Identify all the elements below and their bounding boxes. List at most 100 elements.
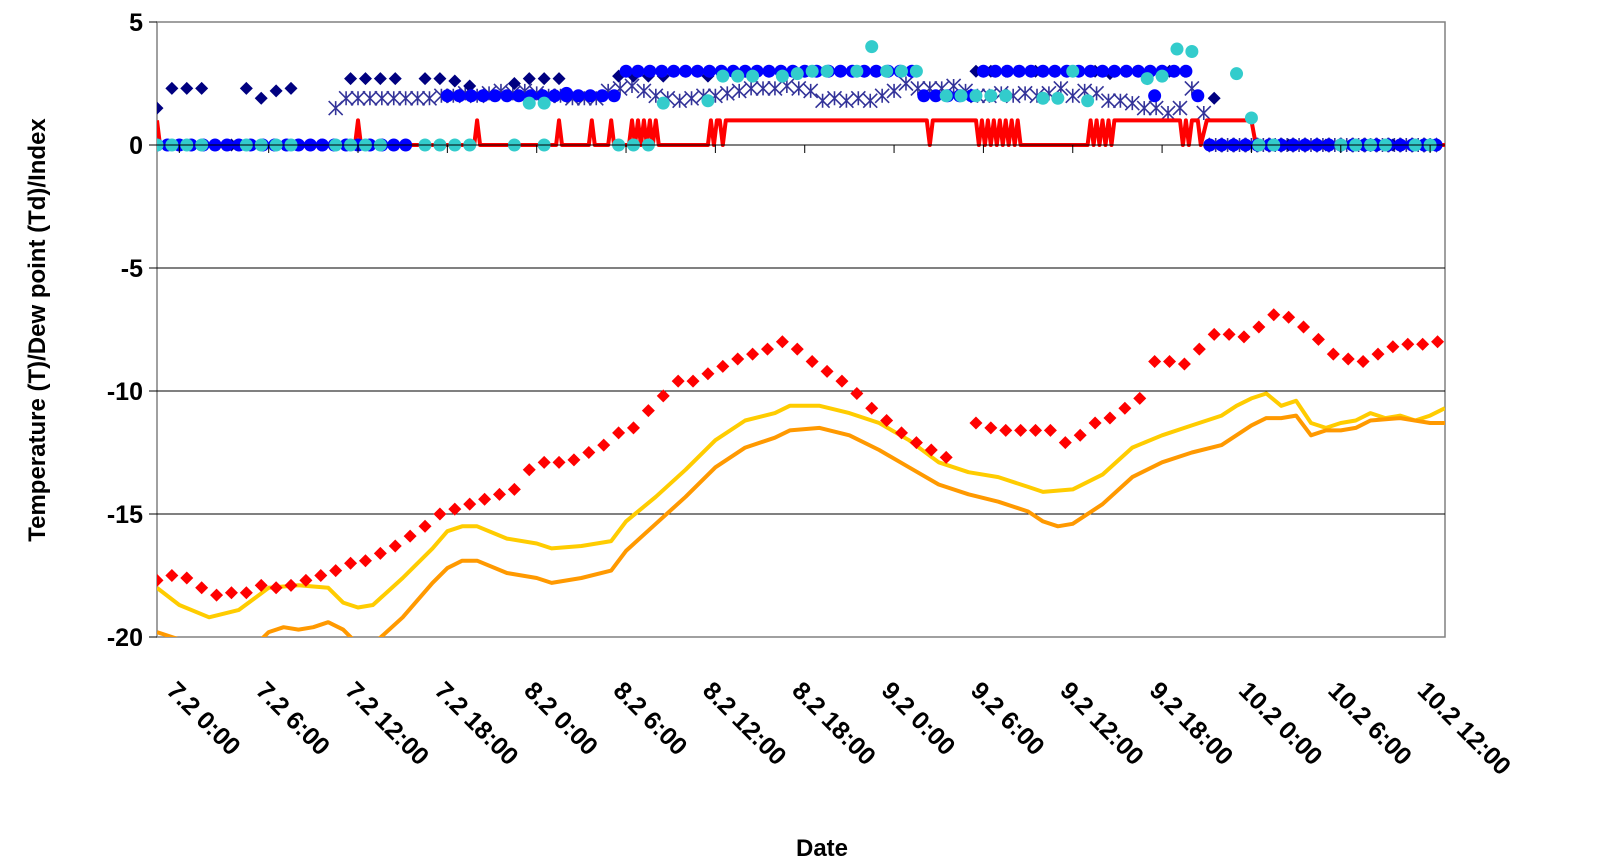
- data-point-diamond: [641, 404, 655, 418]
- data-point-diamond: [403, 529, 417, 543]
- data-point-circle: [1179, 64, 1193, 78]
- data-point-diamond: [224, 586, 238, 600]
- data-point-circle: [571, 89, 585, 103]
- data-point-circle: [452, 89, 466, 103]
- data-point-circle: [679, 64, 693, 78]
- data-point-diamond: [478, 492, 492, 506]
- data-point-circle: [1048, 64, 1062, 78]
- x-tick-label: 8.2 6:00: [608, 676, 693, 761]
- data-point-diamond: [1133, 391, 1147, 405]
- data-point-diamond: [1207, 327, 1221, 341]
- data-point-circle: [1084, 64, 1098, 78]
- x-tick-label: 7.2 6:00: [250, 676, 335, 761]
- data-point-diamond: [358, 72, 372, 86]
- data-point-diamond: [1311, 332, 1325, 346]
- data-point-diamond: [284, 578, 298, 592]
- data-point-diamond: [210, 588, 224, 602]
- data-point-circle: [643, 64, 657, 78]
- data-point-circle: [667, 64, 681, 78]
- data-point-diamond: [522, 72, 536, 86]
- y-tick-label: -10: [107, 378, 143, 406]
- data-point-asterisk: [672, 93, 688, 109]
- data-point-circle: [1036, 91, 1050, 105]
- data-point-asterisk: [1112, 93, 1128, 109]
- x-axis-title: Date: [796, 835, 848, 862]
- data-point-circle: [1191, 89, 1205, 103]
- data-point-circle: [1140, 72, 1154, 86]
- data-point-asterisk: [421, 90, 438, 106]
- data-point-diamond: [1014, 423, 1028, 437]
- data-point-circle: [1051, 91, 1065, 105]
- data-point-diamond: [567, 453, 581, 467]
- data-point-circle: [746, 69, 760, 83]
- y-tick-label: -5: [121, 255, 143, 283]
- data-point-diamond: [195, 581, 209, 595]
- x-tick-label: 7.2 18:00: [429, 676, 523, 770]
- x-tick-label: 8.2 0:00: [518, 676, 603, 761]
- x-tick-label: 8.2 18:00: [786, 676, 880, 770]
- data-point-diamond: [850, 386, 864, 400]
- data-point-circle: [607, 89, 621, 103]
- data-point-diamond: [418, 519, 432, 533]
- data-point-diamond: [1371, 347, 1385, 361]
- data-point-diamond: [1401, 337, 1415, 351]
- data-point-asterisk: [719, 85, 735, 101]
- data-point-diamond: [507, 482, 521, 496]
- data-point-asterisk: [1160, 105, 1176, 121]
- data-point-circle: [512, 89, 526, 103]
- data-point-circle: [1081, 94, 1095, 108]
- data-point-diamond: [433, 72, 447, 86]
- data-point-circle: [500, 89, 514, 103]
- data-point-diamond: [597, 438, 611, 452]
- data-point-circle: [655, 64, 669, 78]
- data-point-diamond: [537, 72, 551, 86]
- data-point-asterisk: [743, 80, 759, 96]
- data-point-diamond: [1326, 347, 1340, 361]
- data-point-asterisk: [791, 80, 807, 96]
- data-point-asterisk: [683, 90, 700, 106]
- data-point-diamond: [626, 421, 640, 435]
- data-point-circle: [988, 64, 1002, 78]
- y-tick-label: -20: [107, 624, 143, 652]
- data-point-diamond: [880, 414, 894, 428]
- data-point-diamond: [656, 389, 670, 403]
- data-point-diamond: [1058, 436, 1072, 450]
- data-point-circle: [984, 89, 998, 103]
- series-layer: [157, 40, 1445, 637]
- data-point-asterisk: [755, 80, 771, 96]
- data-point-diamond: [269, 581, 283, 595]
- data-point-circle: [917, 89, 931, 103]
- data-point-asterisk: [1100, 93, 1117, 109]
- data-point-asterisk: [386, 90, 402, 106]
- data-point-circle: [954, 89, 968, 103]
- data-point-diamond: [1073, 428, 1087, 442]
- data-point-diamond: [865, 401, 879, 415]
- series-line-0: [157, 391, 1445, 620]
- data-point-diamond: [612, 426, 626, 440]
- data-point-circle: [537, 96, 551, 110]
- data-point-diamond: [805, 354, 819, 368]
- data-point-diamond: [1192, 342, 1206, 356]
- data-point-diamond: [463, 79, 477, 93]
- data-point-diamond: [895, 426, 909, 440]
- data-point-diamond: [344, 72, 358, 86]
- data-point-asterisk: [767, 80, 783, 96]
- data-point-diamond: [463, 497, 477, 511]
- data-point-diamond: [999, 423, 1013, 437]
- data-point-diamond: [1029, 423, 1043, 437]
- data-point-circle: [865, 40, 879, 54]
- data-point-diamond: [1118, 401, 1132, 415]
- x-tick-label: 9.2 0:00: [876, 676, 961, 761]
- data-point-asterisk: [874, 88, 890, 104]
- data-point-diamond: [582, 446, 596, 459]
- data-point-diamond: [195, 81, 209, 95]
- data-point-circle: [1024, 64, 1038, 78]
- data-point-circle: [1066, 64, 1080, 78]
- data-point-asterisk: [398, 90, 414, 106]
- x-tick-label: 10.2 6:00: [1323, 676, 1417, 770]
- data-point-circle: [522, 96, 536, 110]
- data-point-diamond: [180, 81, 194, 95]
- data-point-circle: [833, 64, 847, 78]
- data-point-circle: [559, 86, 573, 100]
- data-point-diamond: [1177, 357, 1191, 371]
